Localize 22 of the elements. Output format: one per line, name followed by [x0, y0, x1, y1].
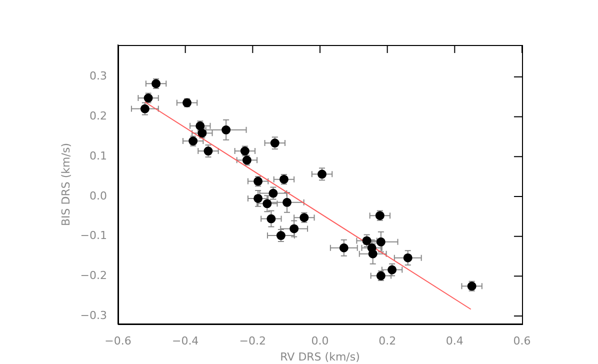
x-tick-label: −0.6 — [104, 334, 132, 348]
point — [140, 104, 150, 114]
point — [204, 146, 213, 156]
x-tick-label: −0.4 — [172, 334, 199, 348]
x-tick-label: 0.2 — [378, 334, 396, 348]
y-tick-label: −0.3 — [80, 308, 107, 322]
point — [318, 170, 327, 179]
y-tick-label: 0.3 — [90, 70, 107, 83]
x-tick-label: 0.0 — [311, 334, 329, 348]
y-tick-label: 0.2 — [90, 110, 107, 123]
y-tick-label: 0.1 — [90, 149, 107, 162]
x-axis-title: RV DRS (km/s) — [280, 350, 360, 364]
x-tick-label: 0.4 — [446, 334, 464, 348]
x-tick-label: 0.6 — [513, 334, 531, 348]
y-tick-label: 0.0 — [90, 189, 107, 202]
point — [388, 265, 397, 274]
x-tick-label: −0.2 — [239, 334, 266, 348]
point — [403, 253, 412, 262]
y-axis-title: BIS DRS (km/s) — [59, 143, 72, 226]
y-tick-label: −0.1 — [80, 229, 107, 242]
y-tick-label: −0.2 — [80, 269, 107, 282]
point — [270, 138, 280, 148]
